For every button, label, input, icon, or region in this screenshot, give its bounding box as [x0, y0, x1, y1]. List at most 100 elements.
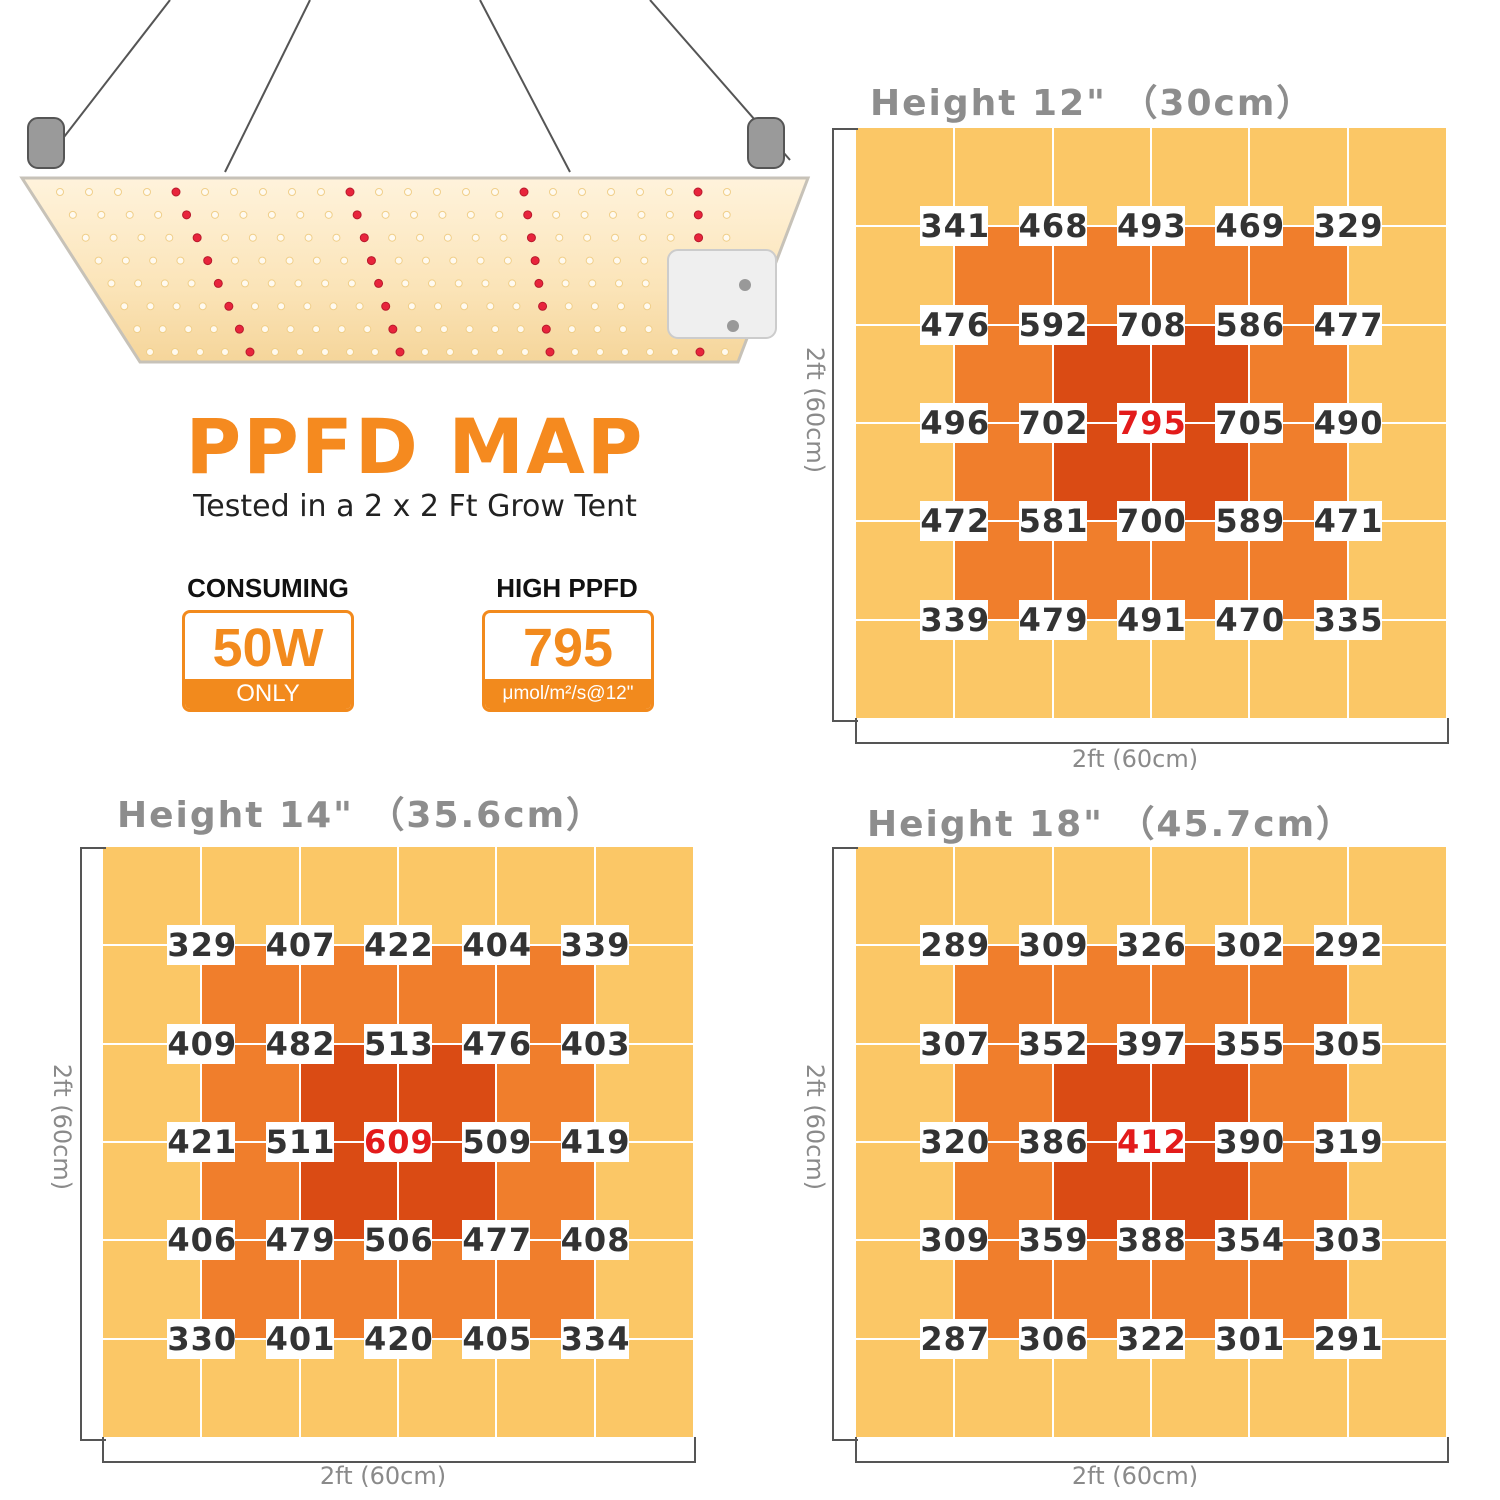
ppfd-value: 322: [1117, 1318, 1187, 1359]
white-led: [499, 233, 508, 242]
red-led: [374, 278, 384, 288]
white-led: [665, 210, 674, 219]
ppfd-value: 287: [920, 1318, 991, 1359]
white-led: [607, 188, 615, 196]
white-led: [491, 188, 499, 196]
red-led: [245, 347, 255, 357]
ppfd-value: 589: [1215, 501, 1286, 542]
ppfd-value: 339: [920, 599, 991, 640]
red-led: [530, 256, 540, 266]
red-led: [381, 301, 391, 311]
white-led: [312, 256, 321, 265]
white-led: [462, 188, 470, 196]
white-led: [471, 233, 480, 242]
white-led: [516, 325, 525, 334]
grow-light-illustration: [19, 0, 811, 364]
white-led: [567, 325, 576, 334]
white-led: [723, 188, 731, 196]
white-led: [259, 188, 267, 196]
red-led: [526, 233, 536, 243]
height-dimension-bracket: [832, 847, 858, 1441]
ppfd-value: 354: [1215, 1220, 1286, 1261]
white-led: [248, 233, 257, 242]
white-led: [611, 233, 619, 242]
white-led: [590, 302, 599, 311]
white-led: [133, 325, 142, 334]
white-led: [722, 210, 731, 219]
page-subtitle: Tested in a 2 x 2 Ft Grow Tent: [193, 489, 637, 524]
white-led: [56, 188, 64, 196]
white-led: [109, 233, 118, 242]
white-led: [81, 233, 90, 242]
ppfd-value: 334: [560, 1318, 631, 1359]
white-led: [471, 348, 479, 356]
ppfd-value: 493: [1117, 206, 1187, 247]
white-led: [521, 348, 529, 356]
white-led: [644, 325, 653, 334]
ppfd-value: 404: [462, 925, 533, 966]
ppfd-value: 292: [1313, 925, 1384, 966]
ppfd-value: 301: [1215, 1318, 1286, 1359]
ppfd-grid-18in: 289 309 326 302 292 307 352 397 355 305 320 386 412 3…: [856, 847, 1446, 1437]
white-led: [267, 210, 276, 219]
white-led: [388, 233, 397, 242]
white-led: [466, 210, 475, 219]
white-led: [421, 348, 429, 356]
white-led: [304, 233, 313, 242]
high-ppfd-badge: 795 μmol/m²/s@12": [482, 610, 654, 712]
white-led: [381, 210, 390, 219]
white-led: [637, 210, 646, 219]
red-led: [366, 256, 376, 266]
white-led: [446, 348, 454, 356]
ppfd-value: 329: [167, 925, 238, 966]
white-led: [355, 302, 364, 311]
ppfd-value: 401: [265, 1318, 336, 1359]
white-led: [85, 188, 93, 196]
white-led: [481, 279, 490, 288]
white-led: [201, 188, 209, 196]
height-dimension-bracket: [80, 847, 106, 1441]
red-led: [224, 301, 234, 311]
white-led: [638, 233, 647, 242]
ppfd-value: 477: [462, 1220, 533, 1261]
ppfd-value: 388: [1117, 1220, 1187, 1261]
white-led: [394, 256, 403, 265]
white-led: [721, 348, 729, 356]
ppfd-value: 708: [1117, 304, 1187, 345]
ppfd-value: 477: [1313, 304, 1384, 345]
red-led: [234, 324, 244, 334]
white-led: [134, 279, 143, 288]
white-led: [555, 233, 564, 242]
ppfd-value: 479: [1018, 599, 1089, 640]
ppfd-value: 479: [265, 1220, 336, 1261]
white-led: [496, 348, 504, 356]
red-led: [171, 187, 181, 197]
white-led: [410, 210, 418, 219]
ppfd-value: 397: [1117, 1023, 1187, 1064]
white-led: [149, 256, 158, 265]
high-ppfd-label: HIGH PPFD: [496, 573, 638, 603]
white-led: [198, 302, 207, 311]
page-title: PPFD MAP: [185, 402, 645, 491]
white-led: [434, 302, 442, 311]
white-led: [346, 348, 354, 356]
white-led: [329, 302, 338, 311]
white-led: [209, 325, 218, 334]
ppfd-value: 422: [364, 925, 434, 966]
white-led: [564, 302, 573, 311]
ppfd-value: 406: [167, 1220, 238, 1261]
white-led: [486, 302, 495, 311]
red-led: [182, 210, 192, 220]
high-ppfd-unit: μmol/m²/s@12": [485, 679, 651, 709]
ppfd-value: 303: [1313, 1220, 1384, 1261]
white-led: [665, 188, 673, 196]
white-led: [666, 233, 675, 242]
white-led: [221, 348, 229, 356]
width-dimension-bracket: [102, 1437, 696, 1463]
ppfd-value: 403: [560, 1023, 631, 1064]
white-led: [312, 325, 321, 334]
white-led: [401, 279, 410, 288]
red-led: [519, 187, 529, 197]
ppfd-value: 702: [1018, 403, 1089, 443]
white-led: [321, 279, 330, 288]
